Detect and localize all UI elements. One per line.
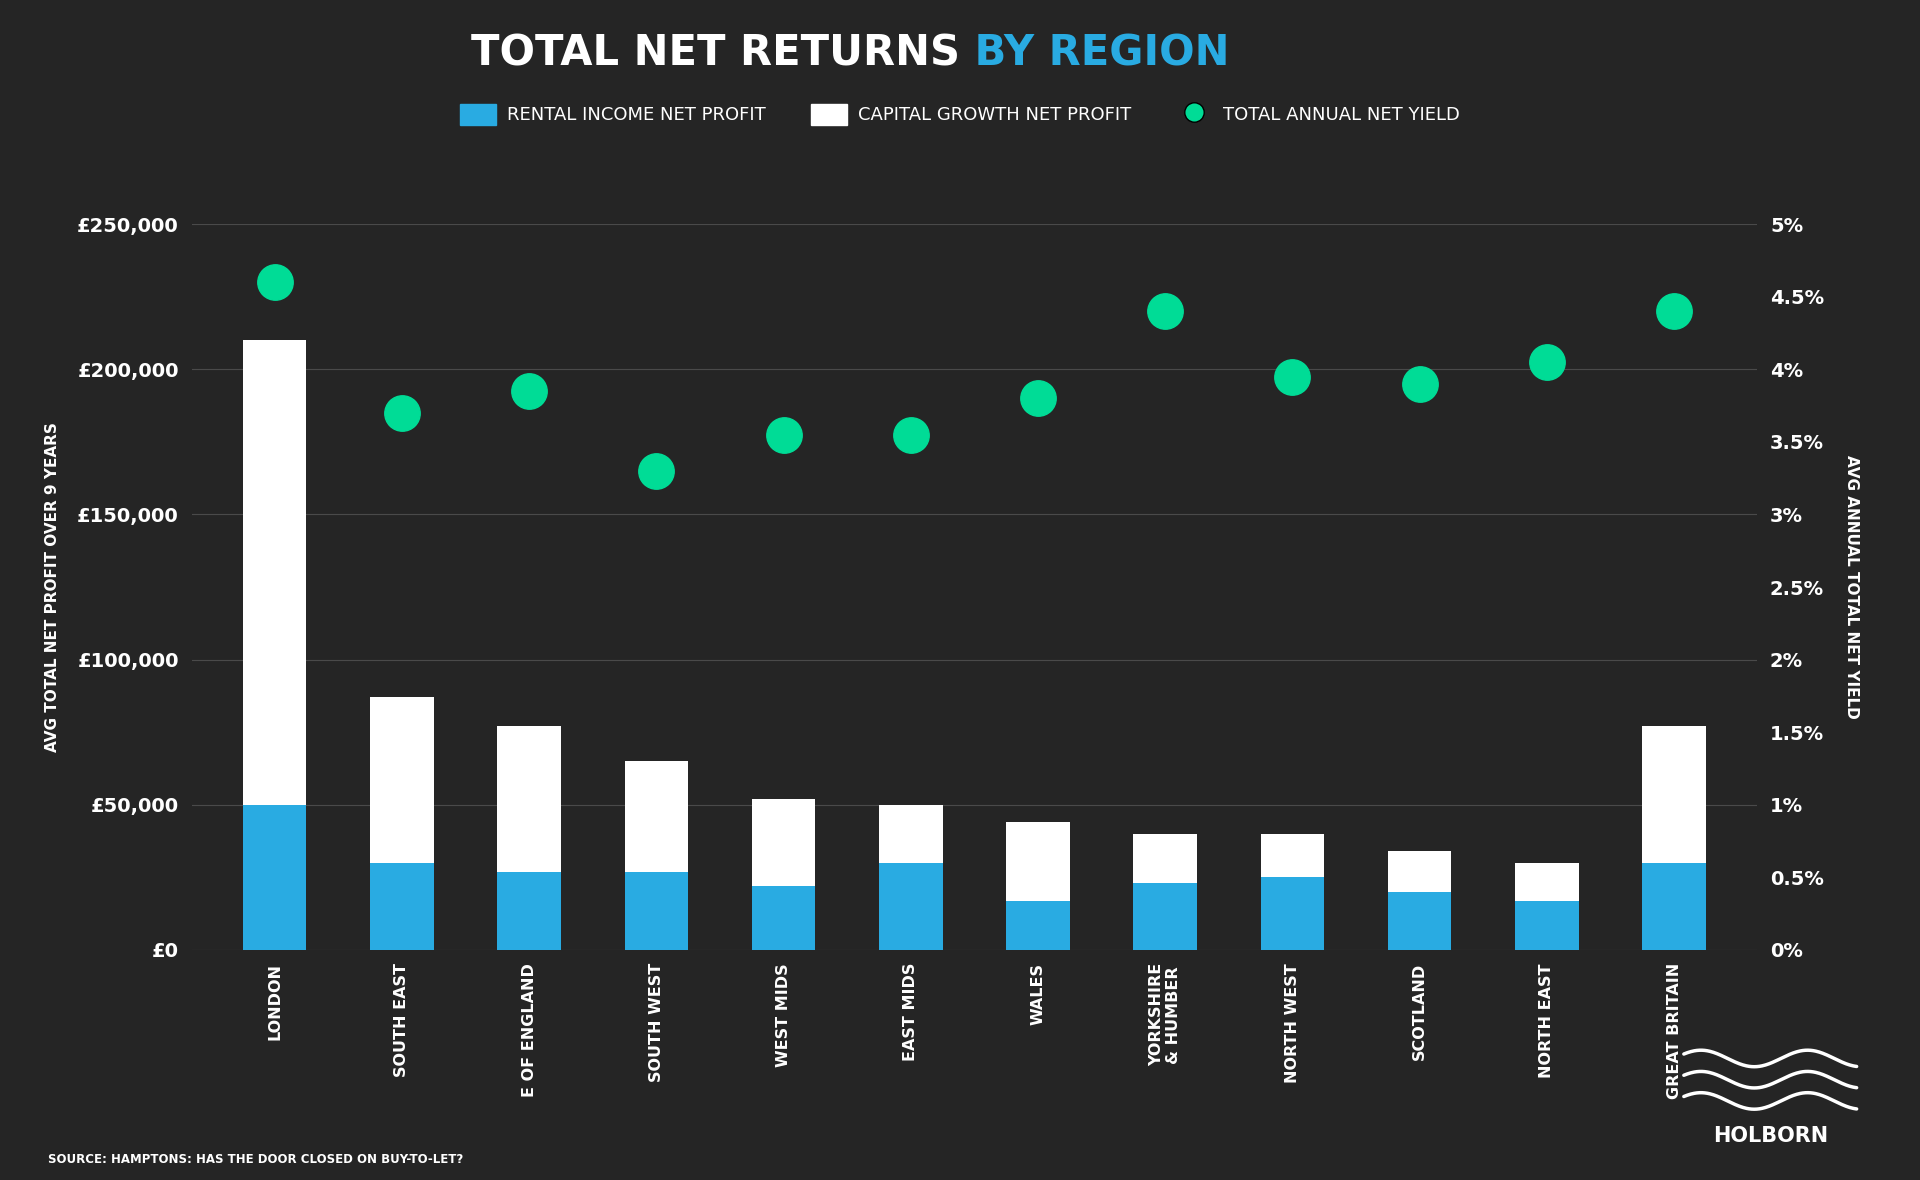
Bar — [1006, 822, 1069, 900]
Point — [515, 381, 545, 400]
Bar — [879, 863, 943, 950]
Bar — [879, 805, 943, 863]
Point — [1277, 367, 1308, 386]
Bar — [1642, 727, 1705, 863]
Bar — [753, 799, 816, 886]
Bar — [1388, 851, 1452, 892]
Point — [895, 425, 925, 444]
Point — [1532, 353, 1563, 372]
Bar — [753, 886, 816, 950]
Bar — [497, 727, 561, 872]
Text: SOURCE: HAMPTONS: HAS THE DOOR CLOSED ON BUY-TO-LET?: SOURCE: HAMPTONS: HAS THE DOOR CLOSED ON… — [48, 1153, 463, 1166]
Legend: RENTAL INCOME NET PROFIT, CAPITAL GROWTH NET PROFIT, TOTAL ANNUAL NET YIELD: RENTAL INCOME NET PROFIT, CAPITAL GROWTH… — [453, 97, 1467, 132]
Y-axis label: AVG ANNUAL TOTAL NET YIELD: AVG ANNUAL TOTAL NET YIELD — [1843, 455, 1859, 719]
Bar — [624, 761, 687, 872]
Bar — [244, 805, 307, 950]
Point — [259, 273, 290, 291]
Bar — [1388, 892, 1452, 950]
Bar — [1261, 834, 1325, 878]
Bar — [371, 697, 434, 863]
Point — [768, 425, 799, 444]
Point — [386, 404, 417, 422]
Bar — [1133, 883, 1196, 950]
Point — [641, 461, 672, 480]
Text: HOLBORN: HOLBORN — [1713, 1127, 1828, 1146]
Bar — [1133, 834, 1196, 883]
Text: BY REGION: BY REGION — [960, 32, 1229, 74]
Point — [1659, 302, 1690, 321]
Bar — [1515, 900, 1578, 950]
Text: TOTAL NET RETURNS: TOTAL NET RETURNS — [470, 32, 960, 74]
Bar — [1261, 878, 1325, 950]
Point — [1404, 374, 1434, 393]
Point — [1023, 389, 1054, 408]
Bar — [371, 863, 434, 950]
Point — [1150, 302, 1181, 321]
Bar — [1642, 863, 1705, 950]
Bar — [1515, 863, 1578, 900]
Bar — [1006, 900, 1069, 950]
Bar — [624, 872, 687, 950]
Y-axis label: AVG TOTAL NET PROFIT OVER 9 YEARS: AVG TOTAL NET PROFIT OVER 9 YEARS — [46, 422, 60, 752]
Bar — [244, 340, 307, 805]
Bar — [497, 872, 561, 950]
